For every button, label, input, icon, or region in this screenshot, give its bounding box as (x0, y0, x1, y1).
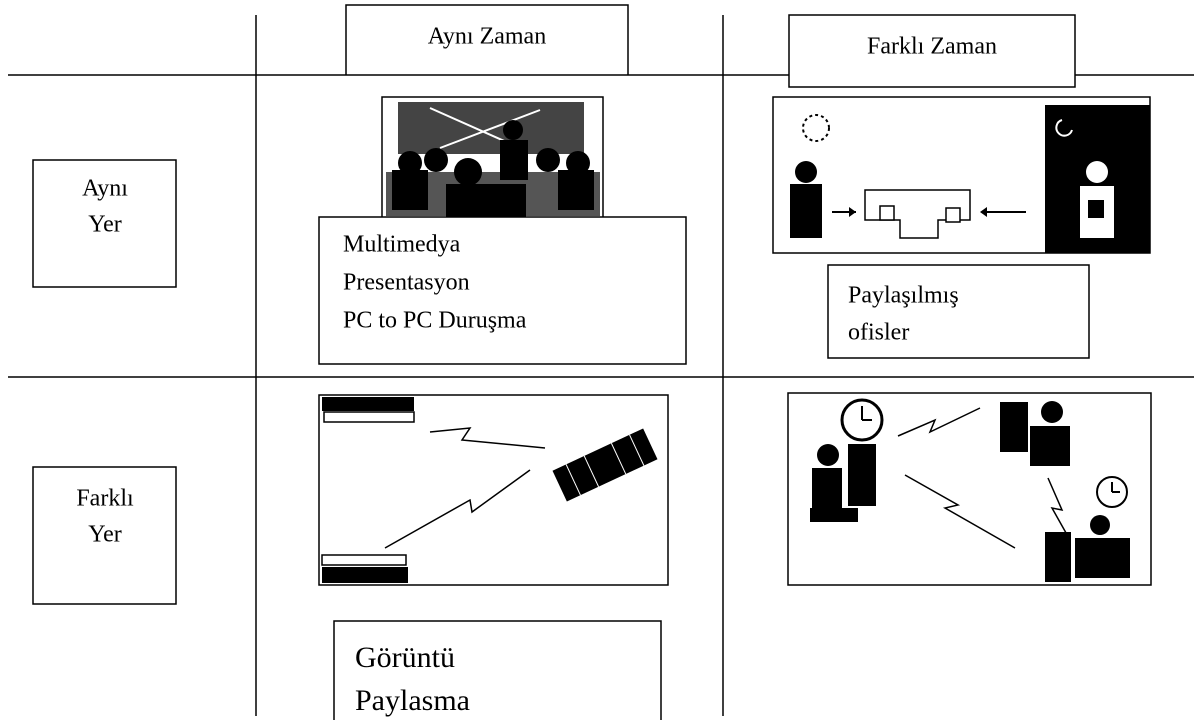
caption: Multimedya (343, 232, 461, 258)
header-box (788, 14, 1076, 88)
caption-box (333, 620, 662, 720)
illustration (381, 96, 604, 219)
row-header: Aynı (82, 176, 128, 202)
caption: PC to PC Duruşma (343, 308, 527, 334)
row-header: Yer (88, 522, 122, 548)
caption-box (318, 216, 687, 365)
row-header: Farklı (76, 486, 134, 512)
row-box (32, 159, 177, 288)
header-box (345, 4, 629, 75)
row-box (32, 466, 177, 605)
illustration (318, 394, 669, 586)
caption: ofisler (848, 320, 909, 346)
column-header: Aynı Zaman (428, 24, 546, 50)
caption: Paylaşılmış (848, 283, 959, 309)
illustration (772, 96, 1151, 254)
caption: Presentasyon (343, 270, 470, 296)
illustration (787, 392, 1152, 586)
caption: Görüntü (355, 641, 455, 674)
column-header: Farklı Zaman (867, 34, 997, 60)
row-header: Yer (88, 212, 122, 238)
caption: Paylasma (355, 684, 470, 717)
caption-box (827, 264, 1090, 359)
